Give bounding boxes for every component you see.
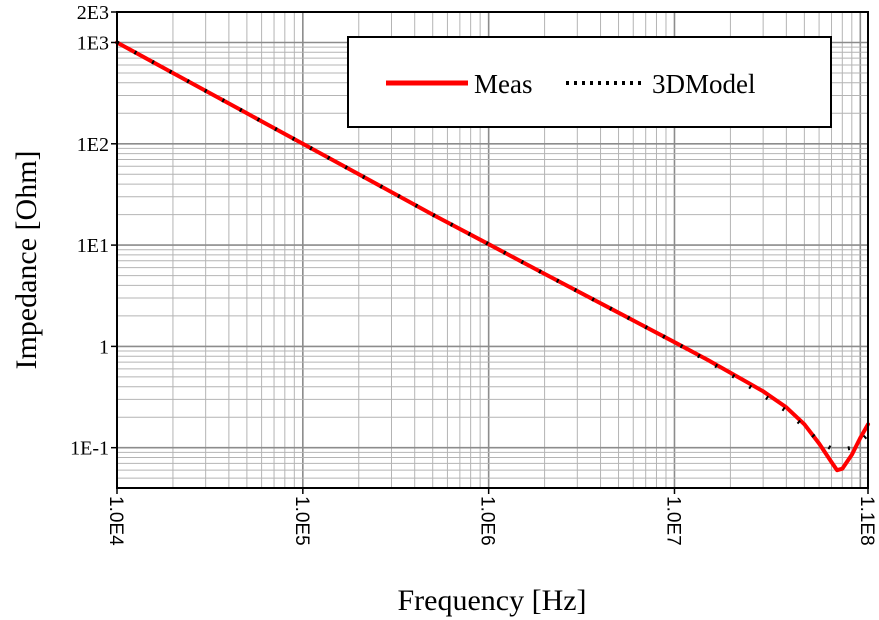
series-layer [115, 40, 870, 473]
x-tick-label: 1.0E6 [477, 496, 498, 546]
x-axis-title: Frequency [Hz] [397, 584, 586, 617]
x-tick-label: 1.0E5 [291, 496, 312, 546]
y-tick-label: 1E1 [77, 235, 109, 257]
y-tick-labels: 2E3 1E3 1E2 1E1 1 1E-1 [70, 2, 117, 460]
x-tick-label: 1.0E4 [105, 496, 126, 546]
series-line-meas [115, 40, 870, 473]
legend-label-3dmodel: 3DModel [652, 69, 756, 99]
y-tick-label: 1E2 [77, 134, 109, 156]
y-tick-label: 1E3 [77, 32, 109, 54]
x-tick-labels: 1.0E4 1.0E5 1.0E6 1.0E7 1.1E8 [105, 488, 877, 546]
y-tick-label: 1E-1 [70, 438, 109, 460]
x-tick-label: 1.1E8 [856, 496, 877, 546]
legend-label-meas: Meas [474, 69, 532, 99]
plot-frame [116, 11, 869, 489]
y-tick-label: 1 [99, 336, 109, 358]
x-tick-label: 1.0E7 [663, 496, 684, 546]
y-axis-title: Impedance [Ohm] [10, 150, 43, 369]
y-tick-label: 2E3 [77, 2, 109, 24]
legend: Meas 3DModel [347, 36, 832, 128]
